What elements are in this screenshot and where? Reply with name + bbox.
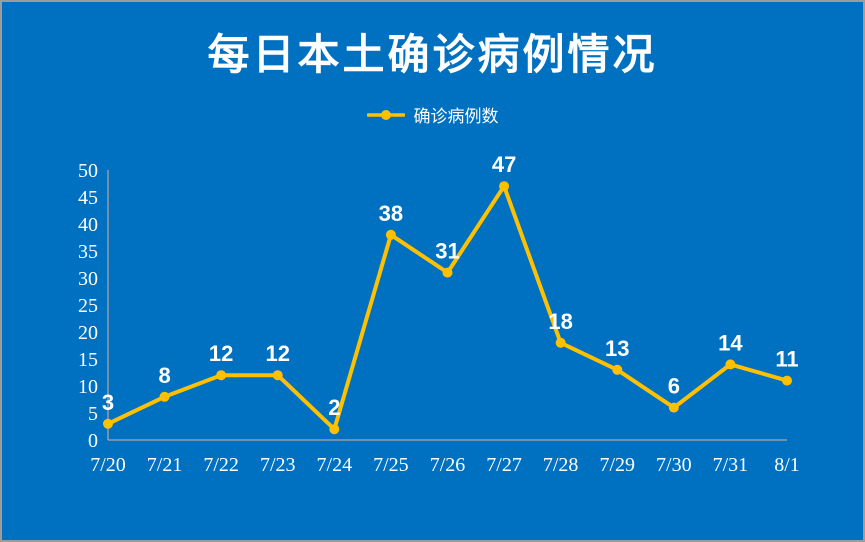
x-tick-label: 7/26	[430, 454, 466, 476]
data-point	[272, 370, 283, 381]
data-label: 13	[605, 336, 629, 361]
x-tick-label: 7/28	[543, 454, 579, 476]
legend: 确诊病例数	[2, 102, 863, 127]
y-tick-label: 40	[78, 214, 98, 236]
data-point	[442, 267, 453, 278]
x-tick-label: 7/27	[486, 454, 522, 476]
data-point	[329, 424, 340, 435]
data-point	[668, 402, 679, 413]
legend-label: 确诊病例数	[413, 107, 499, 126]
data-label: 12	[209, 341, 233, 366]
data-point	[499, 181, 510, 192]
data-label: 38	[379, 201, 403, 226]
legend-dot	[380, 109, 391, 120]
data-label: 3	[102, 390, 114, 415]
data-label: 12	[266, 341, 290, 366]
x-tick-label: 7/20	[90, 454, 126, 476]
x-tick-label: 7/29	[599, 454, 635, 476]
y-tick-label: 0	[88, 430, 98, 452]
data-point	[216, 370, 227, 381]
y-tick-label: 20	[78, 322, 98, 344]
y-tick-label: 15	[78, 349, 98, 371]
y-tick-label: 35	[78, 241, 98, 263]
y-tick-label: 50	[78, 160, 98, 182]
data-label: 31	[435, 239, 459, 264]
x-tick-label: 7/31	[713, 454, 749, 476]
data-label: 8	[158, 363, 170, 388]
data-point	[725, 359, 736, 370]
y-tick-label: 45	[78, 187, 98, 209]
data-point	[612, 364, 623, 375]
data-point	[555, 337, 566, 348]
x-tick-label: 7/21	[147, 454, 183, 476]
data-point	[385, 229, 396, 240]
x-tick-label: 7/25	[373, 454, 409, 476]
data-label: 2	[328, 395, 340, 420]
data-label: 6	[668, 374, 680, 399]
y-tick-label: 10	[78, 376, 98, 398]
data-point	[782, 375, 792, 386]
x-tick-label: 8/1	[774, 454, 800, 476]
y-tick-label: 5	[88, 403, 98, 425]
chart-title: 每日本土确诊病例情况	[207, 31, 658, 78]
data-label: 14	[718, 330, 743, 355]
data-label: 18	[548, 309, 572, 334]
data-point	[159, 391, 170, 402]
data-label: 11	[775, 347, 798, 372]
x-tick-label: 7/24	[317, 454, 353, 476]
y-tick-label: 30	[78, 268, 98, 290]
y-tick-label: 25	[78, 295, 98, 317]
x-tick-label: 7/22	[203, 454, 239, 476]
x-tick-label: 7/30	[656, 454, 692, 476]
x-tick-label: 7/23	[260, 454, 296, 476]
data-point	[103, 418, 113, 429]
legend-line-marker	[366, 109, 405, 120]
series-line	[106, 184, 789, 432]
data-label: 47	[492, 152, 516, 177]
